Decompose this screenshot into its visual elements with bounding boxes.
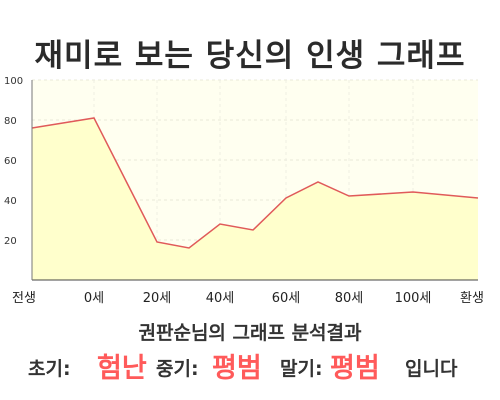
result-ending: 입니다	[405, 358, 458, 380]
life-graph-chart: 20 40 60 80 100 전생 0세 20세 40세 60세 80세 100세 환생	[4, 76, 484, 306]
y-tick-label: 80	[4, 116, 17, 127]
x-tick-label: 60세	[272, 291, 301, 306]
y-ticks: 20 40 60 80 100	[4, 76, 23, 247]
x-tick-label: 100세	[395, 291, 432, 306]
analysis-result: 초기: 험난 중기: 평범 말기: 평범 입니다	[0, 344, 500, 384]
life-series-line	[31, 117, 479, 249]
x-tick-label: 0세	[84, 291, 104, 306]
early-value: 험난	[97, 353, 147, 384]
x-tick-label: 환생	[460, 291, 484, 306]
late-label: 말기:	[280, 358, 323, 380]
analysis-summary: 권판순님의 그래프 분석결과	[138, 322, 362, 344]
y-tick-label: 100	[4, 76, 23, 87]
x-tick-label: 40세	[206, 291, 235, 306]
page-title: 재미로 보는 당신의 인생 그래프	[34, 38, 466, 74]
x-labels: 전생 0세 20세 40세 60세 80세 100세 환생	[12, 291, 484, 306]
area-fill	[32, 118, 478, 280]
x-tick-label: 전생	[12, 291, 36, 306]
x-tick-label: 20세	[143, 291, 172, 306]
late-value: 평범	[330, 353, 380, 384]
y-tick-label: 60	[4, 156, 17, 167]
mid-value: 평범	[212, 353, 262, 384]
y-tick-label: 40	[4, 196, 17, 207]
early-label: 초기:	[28, 358, 71, 380]
mid-label: 중기:	[156, 358, 199, 380]
x-tick-label: 80세	[335, 291, 364, 306]
y-tick-label: 20	[4, 236, 17, 247]
